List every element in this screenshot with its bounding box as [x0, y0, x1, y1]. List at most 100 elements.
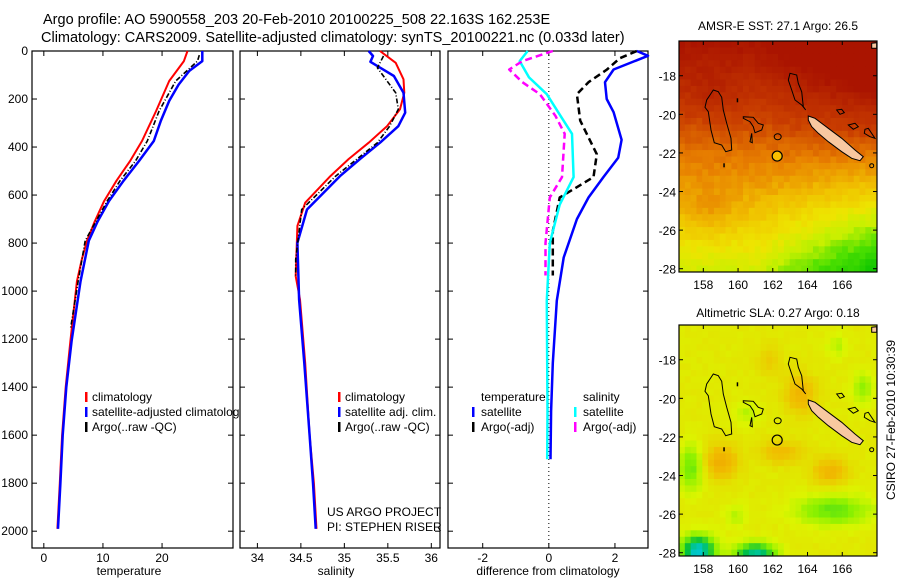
- y-tick-label: 1800: [1, 476, 28, 490]
- map-cell: [830, 543, 837, 550]
- map-cell: [713, 214, 721, 222]
- map-cell: [696, 414, 703, 422]
- map-cell: [725, 182, 732, 189]
- map-cell: [772, 60, 779, 68]
- map-cell: [824, 92, 831, 100]
- map-cell: [824, 511, 831, 518]
- map-cell: [708, 440, 715, 448]
- map-cell: [847, 331, 855, 339]
- map-cell: [708, 265, 715, 273]
- map-cell: [871, 517, 878, 525]
- map-cell: [679, 60, 686, 68]
- map-cell: [859, 156, 866, 164]
- map-cell: [778, 98, 785, 106]
- map-cell: [708, 137, 715, 145]
- map-cell: [871, 414, 878, 422]
- map-cell: [754, 85, 761, 93]
- map-cell: [684, 376, 692, 384]
- map-cell: [830, 434, 837, 441]
- map-cell: [830, 182, 837, 189]
- map-cell: [836, 124, 843, 132]
- map-cell: [853, 239, 860, 247]
- map-cell: [679, 111, 686, 119]
- map-cell: [795, 337, 802, 345]
- map-cell: [859, 169, 866, 177]
- map-cell: [783, 239, 791, 247]
- map-cell: [847, 85, 855, 93]
- map-cell: [818, 389, 825, 396]
- map-cell: [836, 479, 843, 486]
- map-cell: [824, 252, 831, 260]
- map-cell: [801, 543, 808, 550]
- map-cell: [743, 369, 750, 377]
- map-cell: [812, 376, 820, 384]
- map-cell: [760, 105, 767, 112]
- map-cell: [690, 421, 697, 429]
- map-cell: [725, 357, 732, 364]
- map-cell: [818, 337, 825, 345]
- map-cell: [795, 73, 802, 80]
- map-cell: [766, 265, 773, 273]
- map-cell: [865, 182, 872, 189]
- map-cell: [853, 485, 860, 493]
- map-cell: [836, 53, 843, 61]
- map-cell: [789, 395, 796, 403]
- map-cell: [737, 472, 744, 480]
- map-cell: [772, 369, 779, 377]
- reef-outline: [835, 392, 846, 399]
- map-cell: [719, 233, 726, 241]
- map-cell: [760, 85, 767, 93]
- map-cell: [812, 337, 820, 345]
- map-cell: [859, 517, 866, 525]
- map-cell: [847, 549, 855, 557]
- map-cell: [737, 150, 744, 157]
- map-cell: [696, 421, 703, 429]
- map-cell: [702, 259, 709, 266]
- map-cell: [713, 402, 721, 409]
- map-cell: [859, 143, 866, 151]
- map-cell: [818, 188, 825, 196]
- map-cell: [789, 440, 796, 448]
- map-cell: [789, 472, 796, 480]
- map-cell: [725, 325, 732, 332]
- map-cell: [847, 188, 855, 196]
- map-cell: [725, 124, 732, 132]
- map-cell: [778, 137, 785, 145]
- map-cell: [731, 337, 738, 345]
- map-cell: [754, 344, 761, 352]
- map-cell: [743, 414, 750, 422]
- map-cell: [702, 491, 709, 499]
- map-cell: [713, 369, 721, 377]
- map-cell: [679, 517, 686, 525]
- map-cell: [760, 137, 767, 145]
- map-cell: [859, 389, 866, 396]
- map-cell: [824, 143, 831, 151]
- map-cell: [772, 536, 779, 544]
- map-cell: [719, 491, 726, 499]
- map-cell: [731, 504, 738, 512]
- map-cell: [754, 331, 761, 339]
- map-cell: [871, 124, 878, 132]
- map-cell: [684, 498, 692, 506]
- map-cell: [865, 175, 872, 183]
- map-cell: [684, 233, 692, 241]
- map-cell: [725, 504, 732, 512]
- map-cell: [789, 41, 796, 48]
- map-cell: [830, 92, 837, 100]
- map-cell: [766, 92, 773, 100]
- map-cell: [871, 73, 878, 80]
- map-cell: [696, 440, 703, 448]
- map-cell: [719, 41, 726, 48]
- map-cell: [824, 66, 831, 74]
- lon-tick-label: 166: [832, 562, 852, 576]
- argo-position-marker: [771, 434, 783, 446]
- map-cell: [795, 466, 802, 473]
- map-cell: [836, 363, 843, 371]
- map-cell: [842, 79, 849, 87]
- map-cell: [801, 150, 808, 157]
- reef-outline: [742, 116, 764, 134]
- map-cell: [859, 350, 866, 358]
- map-cell: [719, 472, 726, 480]
- map-cell: [731, 265, 738, 273]
- map-cell: [696, 188, 703, 196]
